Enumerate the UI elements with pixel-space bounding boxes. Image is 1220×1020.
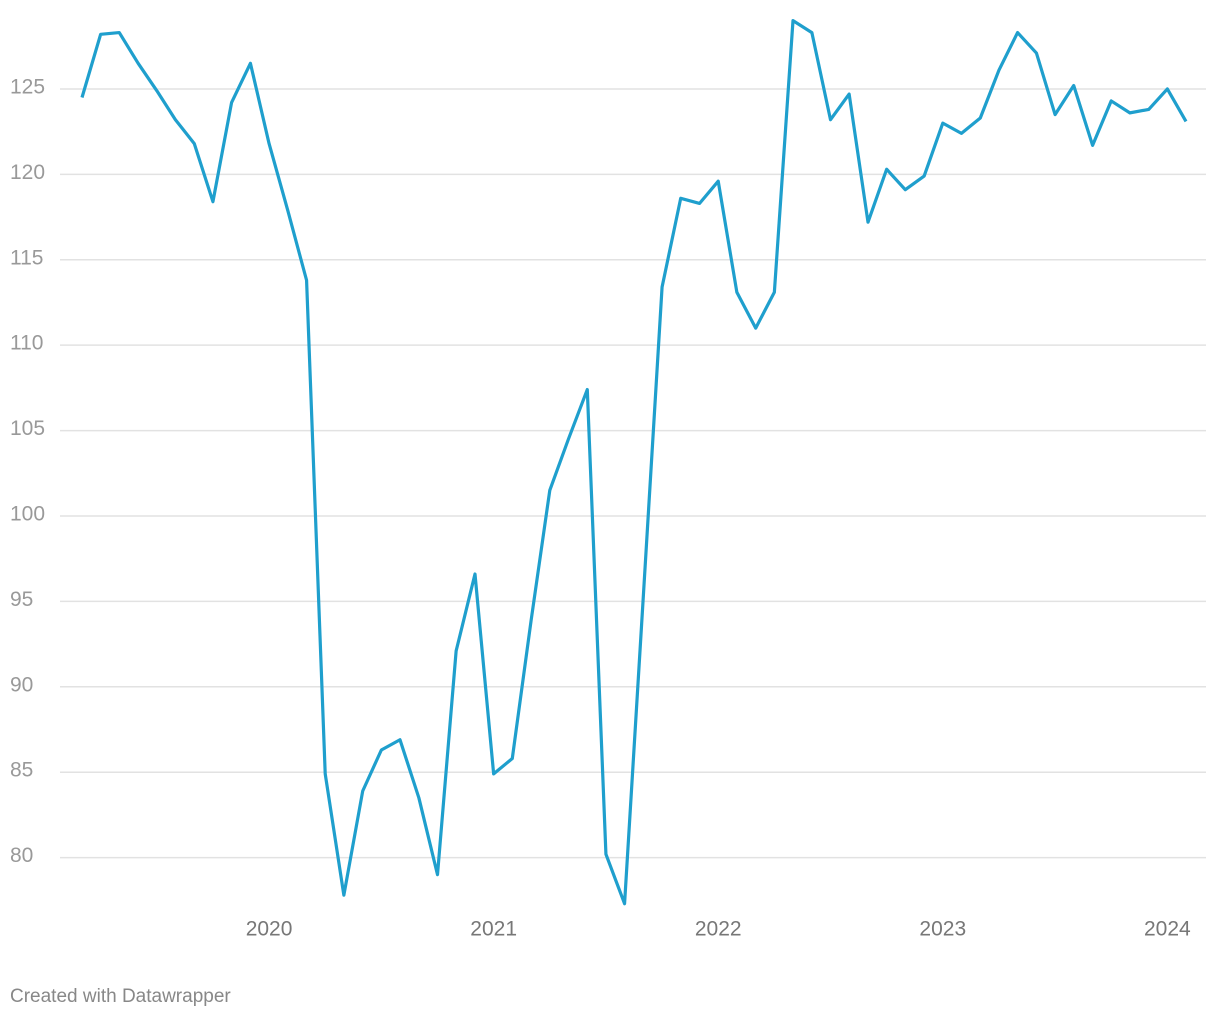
- y-tick-label: 85: [10, 759, 33, 782]
- footer: Created with Datawrapper: [10, 986, 231, 1007]
- y-tick-label: 115: [10, 246, 43, 269]
- x-tick-label: 2024: [1144, 918, 1191, 941]
- x-tick-label: 2023: [919, 918, 966, 941]
- y-tick-label: 100: [10, 503, 45, 526]
- x-tick-label: 2020: [246, 918, 293, 941]
- x-tick-label: 2022: [695, 918, 742, 941]
- data-line: [80, 19, 1188, 906]
- y-tick-label: 80: [10, 844, 33, 867]
- y-tick-label: 95: [10, 588, 33, 611]
- y-tick-label: 125: [10, 76, 45, 99]
- y-tick-label: 105: [10, 417, 45, 440]
- y-tick-label: 110: [10, 332, 43, 355]
- x-tick-label: 2021: [470, 918, 517, 941]
- y-tick-label: 90: [10, 673, 33, 696]
- y-tick-label: 120: [10, 161, 45, 184]
